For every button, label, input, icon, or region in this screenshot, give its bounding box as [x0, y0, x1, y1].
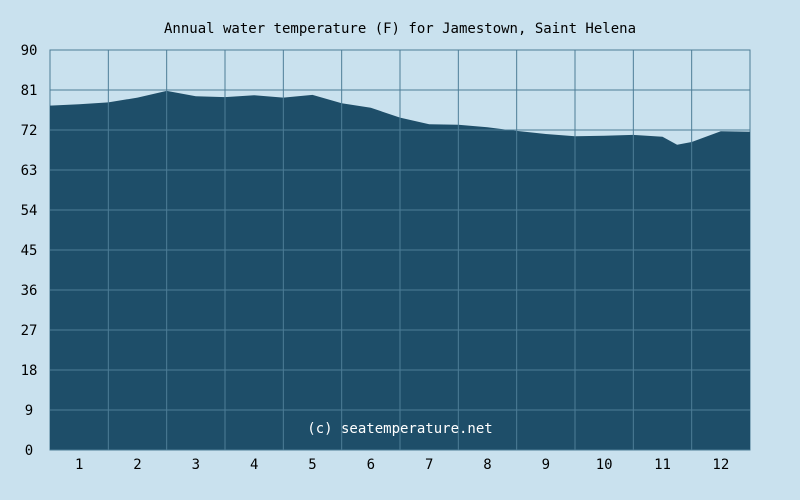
y-tick-label: 9	[25, 403, 33, 419]
x-tick-label: 2	[133, 457, 141, 473]
grid-lines	[50, 49, 750, 451]
x-tick-label: 1	[75, 457, 83, 473]
y-tick-label: 27	[21, 323, 38, 339]
chart-title: Annual water temperature (F) for Jamesto…	[164, 21, 636, 37]
credit-label: (c) seatemperature.net	[307, 421, 492, 437]
x-tick-label: 9	[542, 457, 550, 473]
x-tick-label: 3	[192, 457, 200, 473]
y-tick-label: 0	[25, 443, 33, 459]
y-tick-label: 54	[21, 203, 38, 219]
x-tick-label: 7	[425, 457, 433, 473]
y-tick-label: 90	[21, 43, 38, 59]
y-tick-label: 72	[21, 123, 38, 139]
x-tick-label: 5	[308, 457, 316, 473]
x-tick-label: 11	[654, 457, 671, 473]
y-tick-label: 81	[21, 83, 38, 99]
x-tick-label: 8	[483, 457, 491, 473]
x-tick-label: 10	[596, 457, 613, 473]
y-tick-label: 18	[21, 363, 38, 379]
y-tick-label: 45	[21, 243, 38, 259]
y-tick-label: 36	[21, 283, 38, 299]
y-tick-label: 63	[21, 163, 38, 179]
x-tick-label: 4	[250, 457, 258, 473]
x-tick-label: 12	[712, 457, 729, 473]
x-axis-ticks: 1 2 3 4 5 6 7 8 9 10 11 12	[75, 457, 729, 473]
x-tick-label: 6	[367, 457, 375, 473]
